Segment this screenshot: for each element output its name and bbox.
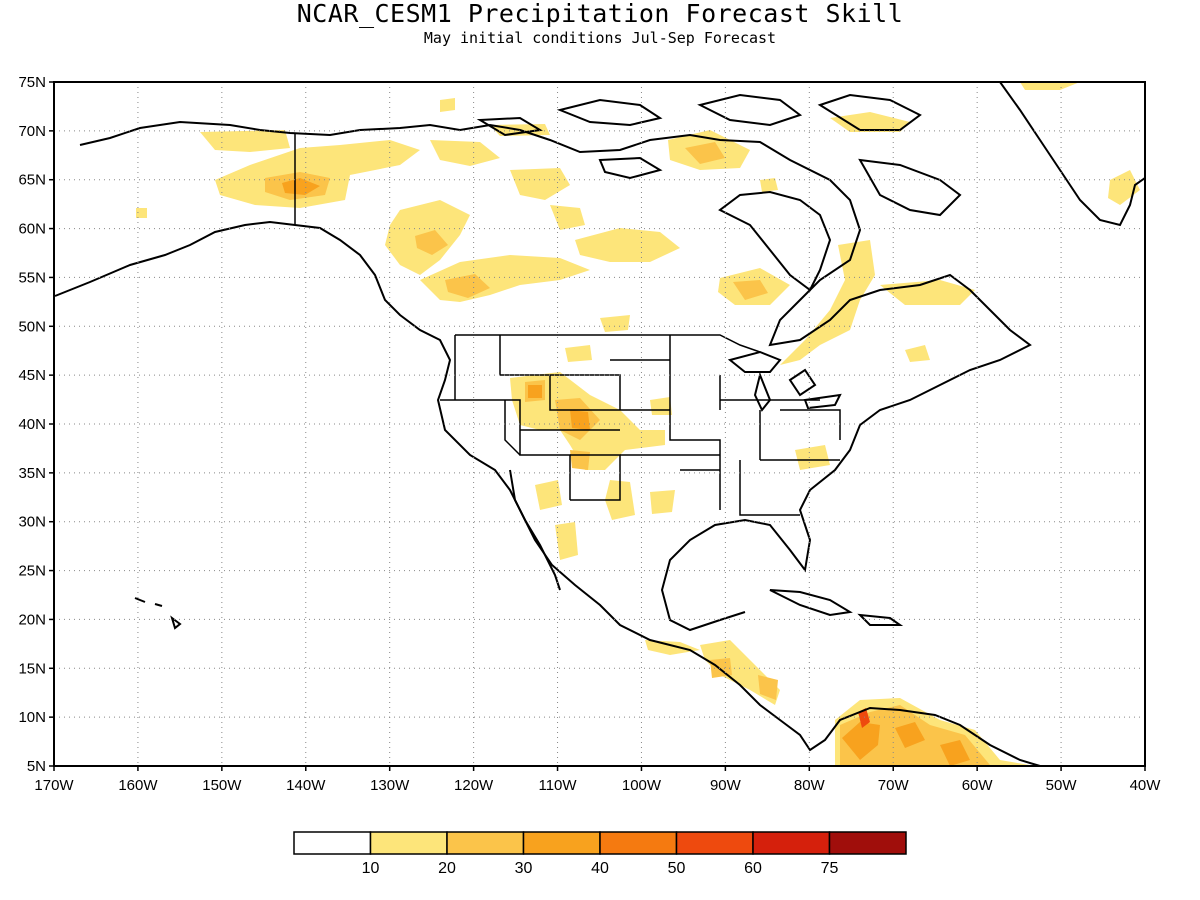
- lon-tick-label: 100W: [622, 777, 662, 794]
- lon-tick-label: 40W: [1130, 777, 1162, 794]
- lon-tick-label: 110W: [538, 777, 577, 794]
- skill-shading: [136, 82, 1140, 766]
- colorbar-swatch: [522, 831, 601, 855]
- lon-tick-label: 80W: [794, 777, 826, 794]
- coastlines: [54, 82, 1145, 766]
- colorbar-label: 10: [362, 860, 380, 877]
- lat-tick-label: 10N: [18, 709, 46, 726]
- lat-tick-label: 50N: [18, 318, 46, 335]
- lat-tick-label: 30N: [18, 514, 46, 531]
- lon-tick-label: 130W: [370, 777, 410, 794]
- colorbar-swatch: [828, 831, 907, 855]
- lon-tick-label: 50W: [1046, 777, 1078, 794]
- lon-tick-label: 140W: [286, 777, 326, 794]
- lat-tick-label: 15N: [18, 660, 46, 677]
- colorbar-swatch: [369, 831, 448, 855]
- skill-shading-30: [282, 178, 970, 766]
- colorbar-swatch: [599, 831, 678, 855]
- lon-tick-label: 170W: [34, 777, 74, 794]
- colorbar: 10 20 30 40 50 60 75: [293, 831, 907, 877]
- lat-tick-label: 20N: [18, 611, 46, 628]
- map-title: NCAR_CESM1 Precipitation Forecast Skill: [296, 0, 904, 28]
- lat-tick-label: 35N: [18, 465, 46, 482]
- colorbar-label: 75: [821, 860, 839, 877]
- axis-ticks: 170W 160W 150W 140W 130W 120W 110W 100W 90W 80W 70…: [18, 74, 1161, 794]
- lon-tick-label: 90W: [710, 777, 742, 794]
- lat-tick-label: 5N: [27, 758, 46, 775]
- colorbar-swatch: [293, 831, 372, 855]
- gridlines: [54, 82, 1145, 766]
- lat-tick-label: 25N: [18, 563, 46, 580]
- lat-tick-label: 75N: [18, 74, 46, 91]
- lat-tick-label: 65N: [18, 172, 46, 189]
- lon-tick-label: 70W: [878, 777, 910, 794]
- lat-tick-label: 70N: [18, 123, 46, 140]
- lon-tick-label: 60W: [962, 777, 994, 794]
- colorbar-label: 20: [438, 860, 456, 877]
- map-subtitle: May initial conditions Jul-Sep Forecast: [423, 29, 777, 47]
- lat-tick-label: 55N: [18, 269, 46, 286]
- lat-tick-label: 40N: [18, 416, 46, 433]
- political-borders: [294, 133, 841, 516]
- colorbar-label: 60: [744, 860, 762, 877]
- colorbar-label: 40: [591, 860, 609, 877]
- lon-tick-label: 120W: [454, 777, 494, 794]
- lat-tick-label: 60N: [18, 221, 46, 238]
- lon-tick-label: 150W: [202, 777, 242, 794]
- colorbar-label: 50: [668, 860, 686, 877]
- colorbar-swatch: [752, 831, 831, 855]
- colorbar-label: 30: [515, 860, 533, 877]
- lon-tick-label: 160W: [118, 777, 158, 794]
- colorbar-swatch: [446, 831, 525, 855]
- lat-tick-label: 45N: [18, 367, 46, 384]
- colorbar-swatch: [675, 831, 754, 855]
- skill-shading-50: [858, 708, 870, 728]
